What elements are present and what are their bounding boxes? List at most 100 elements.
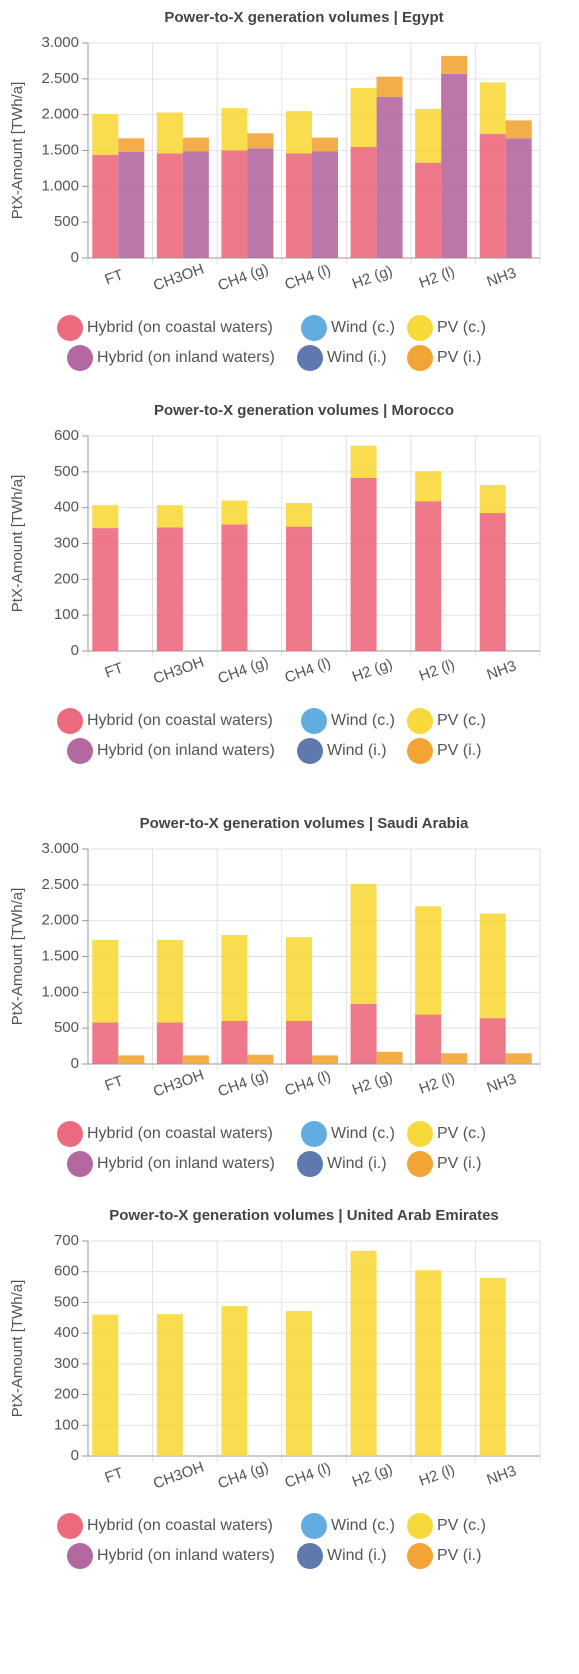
bar [286, 111, 312, 154]
bar [376, 1051, 403, 1064]
y-tick-label: 1.500 [41, 947, 79, 964]
bar [182, 151, 209, 258]
legend-swatch [67, 345, 93, 371]
x-tick-label: CH4 (g) [216, 261, 271, 295]
bar [350, 146, 377, 258]
legend-label: PV (c.) [437, 319, 486, 336]
x-tick-label: CH4 (l) [283, 1459, 333, 1491]
legend-swatch [301, 1121, 327, 1147]
legend-label: Wind (i.) [327, 1547, 387, 1564]
bar [286, 503, 312, 527]
legend-swatch [407, 345, 433, 371]
legend-swatch [67, 1151, 93, 1177]
bar [156, 112, 183, 154]
y-tick-label: 1.000 [41, 177, 79, 194]
bar [505, 138, 532, 258]
legend-label: PV (c.) [437, 1517, 486, 1534]
bar [118, 1055, 145, 1064]
x-tick-label: H2 (l) [417, 1461, 457, 1490]
bar [92, 1314, 119, 1456]
bar [415, 471, 442, 502]
bar [92, 113, 119, 155]
y-tick-label: 3.000 [41, 34, 79, 51]
legend-swatch [301, 708, 327, 734]
legend-label: PV (c.) [437, 1125, 486, 1142]
y-tick-label: 0 [71, 642, 79, 659]
bar [415, 108, 442, 163]
y-tick-label: 2.500 [41, 70, 79, 87]
legend-swatch [57, 315, 83, 341]
x-tick-label: CH4 (l) [283, 261, 333, 293]
y-tick-label: 600 [54, 1263, 79, 1280]
y-tick-label: 500 [54, 213, 79, 230]
bar [479, 82, 506, 135]
chart-title: Power-to-X generation volumes | Egypt [164, 9, 443, 26]
bar [415, 162, 442, 258]
bar [247, 148, 274, 258]
legend-swatch [57, 1513, 83, 1539]
bar [479, 913, 506, 1019]
bar [415, 906, 442, 1015]
legend-label: PV (i.) [437, 1155, 481, 1172]
y-tick-label: 0 [71, 1447, 79, 1464]
y-tick-label: 500 [54, 1019, 79, 1036]
legend-label: Hybrid (on inland waters) [97, 1155, 275, 1172]
bar [92, 1022, 119, 1064]
bar [350, 445, 377, 478]
bar [350, 1250, 377, 1456]
bar [286, 153, 312, 258]
bar [415, 501, 442, 651]
legend-swatch [297, 738, 323, 764]
x-tick-label: CH3OH [151, 1459, 206, 1493]
legend-label: Wind (i.) [327, 742, 387, 759]
bar [350, 1003, 377, 1064]
x-tick-label: NH3 [485, 1070, 519, 1096]
x-tick-label: CH3OH [151, 1067, 206, 1101]
bar [286, 937, 312, 1021]
y-tick-label: 0 [71, 249, 79, 266]
legend-swatch [301, 315, 327, 341]
bar [312, 1055, 338, 1064]
x-tick-label: FT [103, 1072, 126, 1094]
x-tick-label: H2 (g) [350, 1068, 395, 1098]
bar [221, 500, 248, 525]
chart-title: Power-to-X generation volumes | Saudi Ar… [140, 815, 469, 832]
y-tick-label: 700 [54, 1232, 79, 1249]
x-tick-label: H2 (g) [350, 262, 395, 292]
chart-title: Power-to-X generation volumes | United A… [109, 1207, 499, 1224]
bar [221, 935, 248, 1021]
legend-swatch [407, 315, 433, 341]
y-tick-label: 100 [54, 606, 79, 623]
bar [286, 1311, 312, 1456]
bar [247, 133, 274, 149]
legend-swatch [407, 1151, 433, 1177]
legend-swatch [407, 738, 433, 764]
legend-label: PV (c.) [437, 712, 486, 729]
legend-label: Wind (c.) [331, 319, 395, 336]
bar [92, 154, 119, 258]
x-tick-label: H2 (g) [350, 1460, 395, 1490]
legend-swatch [297, 1151, 323, 1177]
bar [92, 505, 119, 529]
legend-swatch [301, 1513, 327, 1539]
bar [350, 477, 377, 651]
legend-swatch [407, 1121, 433, 1147]
bar [479, 513, 506, 651]
legend-label: PV (i.) [437, 1547, 481, 1564]
bar [376, 96, 403, 258]
y-tick-label: 200 [54, 570, 79, 587]
bar [286, 526, 312, 651]
y-tick-label: 2.000 [41, 912, 79, 929]
legend-label: Hybrid (on coastal waters) [87, 319, 273, 336]
legend-swatch [57, 1121, 83, 1147]
bar [505, 1053, 532, 1064]
legend-swatch [67, 738, 93, 764]
legend-label: Hybrid (on coastal waters) [87, 712, 273, 729]
y-tick-label: 1.000 [41, 983, 79, 1000]
legend-swatch [407, 708, 433, 734]
bar [118, 151, 145, 258]
legend-label: Wind (c.) [331, 712, 395, 729]
x-tick-label: H2 (l) [417, 263, 457, 292]
y-tick-label: 600 [54, 427, 79, 444]
bar [441, 55, 468, 74]
